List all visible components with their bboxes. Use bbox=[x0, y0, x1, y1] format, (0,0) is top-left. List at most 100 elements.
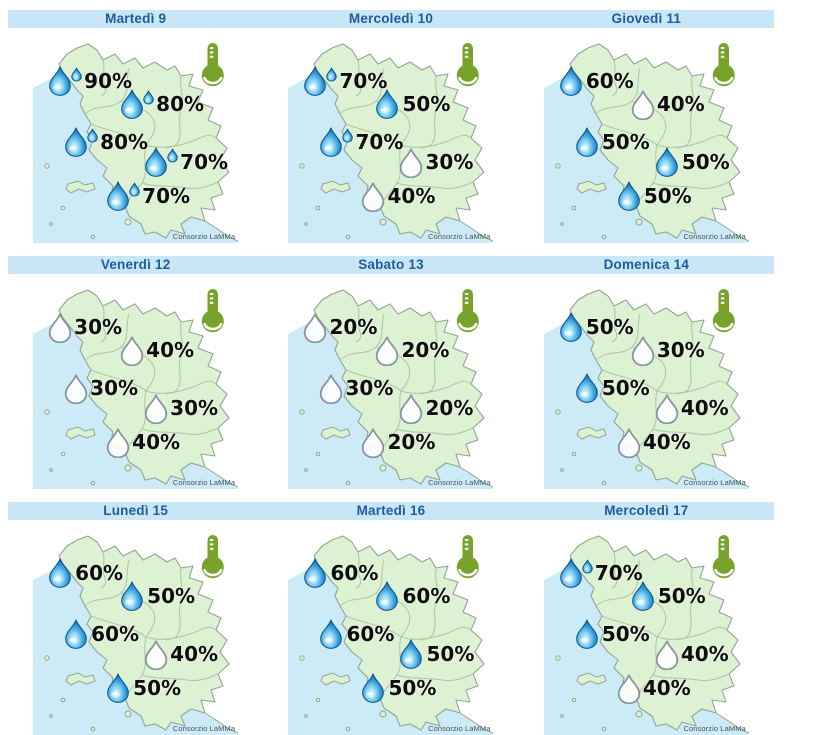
map-credit: Consorzio LaMMa bbox=[428, 232, 491, 241]
precipitation-value: 50% bbox=[426, 642, 475, 666]
montecristo-island bbox=[90, 234, 96, 240]
precipitation-value: 20% bbox=[329, 315, 378, 339]
raindrop-outline-icon bbox=[362, 427, 385, 458]
precipitation-value: 50% bbox=[585, 315, 634, 339]
sea-shape bbox=[288, 318, 494, 489]
giglio-island bbox=[379, 218, 387, 226]
precipitation-value: 30% bbox=[345, 376, 394, 400]
land-shape bbox=[569, 535, 741, 731]
precipitation-value: 30% bbox=[656, 338, 705, 362]
map-credit: Consorzio LaMMa bbox=[172, 232, 236, 241]
precipitation-marker-northwest: 50% bbox=[558, 311, 634, 343]
precipitation-marker-southeast: 50% bbox=[654, 146, 730, 178]
precipitation-marker-north: 60% bbox=[374, 580, 450, 612]
raindrop-outline-icon bbox=[400, 147, 423, 178]
raindrop-icon bbox=[376, 581, 399, 611]
raindrop-outline-icon bbox=[376, 335, 399, 366]
precipitation-marker-north: 30% bbox=[630, 334, 705, 366]
precipitation-value: 50% bbox=[133, 676, 182, 700]
coast-continuation bbox=[460, 712, 494, 734]
islet bbox=[49, 714, 54, 718]
precipitation-marker-west: 60% bbox=[63, 618, 139, 650]
tuscany-map-svg bbox=[543, 43, 749, 243]
precipitation-marker-south: 20% bbox=[360, 426, 435, 458]
precipitation-value: 20% bbox=[425, 396, 474, 420]
tuscany-map-svg bbox=[33, 43, 239, 243]
precipitation-marker-north: 40% bbox=[119, 334, 194, 366]
thermometer-icon bbox=[712, 289, 735, 333]
precipitation-marker-south: 50% bbox=[360, 672, 436, 704]
precipitation-value: 50% bbox=[643, 184, 692, 208]
day-header-strip: Venerdì 12 Sabato 13 Domenica 14 bbox=[8, 256, 774, 274]
precipitation-marker-southeast: 70% bbox=[143, 146, 228, 178]
precipitation-value: 50% bbox=[657, 584, 706, 608]
thermometer-icon bbox=[201, 535, 224, 579]
sea-shape bbox=[543, 318, 749, 489]
land-shape bbox=[58, 535, 230, 731]
precipitation-value: 60% bbox=[75, 561, 124, 585]
raindrop-icon bbox=[376, 89, 399, 119]
precipitation-marker-south: 50% bbox=[616, 180, 692, 212]
day-header: Sabato 13 bbox=[263, 256, 518, 274]
sea-shape bbox=[33, 72, 239, 243]
precipitation-value: 20% bbox=[401, 338, 450, 362]
pianosa-island bbox=[316, 697, 321, 703]
day-header: Lunedì 15 bbox=[8, 502, 263, 520]
tuscany-map-svg bbox=[288, 535, 494, 735]
giglio-island bbox=[124, 218, 132, 226]
precipitation-marker-southeast: 20% bbox=[398, 392, 473, 424]
precipitation-marker-west: 30% bbox=[318, 372, 393, 404]
day-label: Domenica 14 bbox=[603, 257, 690, 273]
thermometer-icon bbox=[712, 43, 735, 87]
capraia-island bbox=[299, 655, 306, 661]
montecristo-island bbox=[601, 480, 607, 486]
map-credit: Consorzio LaMMa bbox=[172, 478, 236, 487]
day-header: Venerdì 12 bbox=[8, 256, 263, 274]
thermometer-icon bbox=[457, 535, 480, 579]
precipitation-marker-north: 50% bbox=[630, 580, 706, 612]
precipitation-marker-northwest: 90% bbox=[47, 65, 132, 97]
precipitation-value: 30% bbox=[90, 376, 139, 400]
tuscany-map-svg bbox=[33, 289, 239, 489]
precipitation-value: 70% bbox=[339, 69, 388, 93]
elba-island bbox=[576, 426, 607, 440]
raindrop-icon bbox=[576, 619, 598, 649]
precipitation-value: 50% bbox=[601, 622, 650, 646]
day-label: Mercoledì 17 bbox=[604, 503, 689, 519]
elba-island bbox=[65, 426, 96, 440]
precipitation-value: 40% bbox=[642, 676, 691, 700]
tuscany-map-svg bbox=[288, 43, 494, 243]
maps-strip: 60% 50% 60% 40% 50% Consorzio LaMMa 60% 60% 60% 5… bbox=[8, 530, 774, 735]
precipitation-value: 50% bbox=[147, 584, 196, 608]
raindrop-icon bbox=[304, 558, 327, 588]
coast-continuation bbox=[715, 712, 749, 734]
pianosa-island bbox=[316, 205, 321, 211]
pianosa-island bbox=[60, 451, 66, 457]
precipitation-marker-southeast: 40% bbox=[143, 638, 218, 670]
tuscany-map: 70% 50% 50% 40% 40% Consorzio LaMMa bbox=[543, 530, 749, 735]
elba-island bbox=[576, 180, 607, 194]
day-label: Sabato 13 bbox=[358, 257, 424, 273]
raindrop-double-icon bbox=[145, 147, 178, 177]
capraia-island bbox=[555, 163, 561, 169]
raindrop-outline-icon bbox=[617, 673, 641, 704]
land-shape bbox=[58, 289, 230, 485]
sea-shape bbox=[33, 318, 239, 489]
maps-strip: 30% 40% 30% 30% 40% Consorzio LaMMa 20% 20% 30% 2… bbox=[8, 284, 774, 489]
precipitation-value: 40% bbox=[680, 396, 729, 420]
precipitation-value: 80% bbox=[156, 92, 205, 116]
precipitation-value: 80% bbox=[100, 130, 149, 154]
pianosa-island bbox=[60, 205, 66, 211]
forecast-map-cell: 60% 60% 60% 50% 50% Consorzio LaMMa bbox=[263, 530, 518, 735]
capraia-island bbox=[555, 409, 561, 415]
map-credit: Consorzio LaMMa bbox=[428, 724, 491, 733]
islet bbox=[304, 468, 309, 472]
day-label: Mercoledì 10 bbox=[348, 11, 434, 27]
sea-shape bbox=[288, 564, 494, 735]
pianosa-island bbox=[571, 205, 577, 211]
thermometer-icon bbox=[201, 289, 224, 333]
raindrop-outline-icon bbox=[48, 312, 72, 343]
precipitation-marker-northwest: 20% bbox=[302, 311, 377, 343]
precipitation-marker-northwest: 30% bbox=[47, 311, 122, 343]
day-label: Martedì 16 bbox=[356, 503, 426, 519]
